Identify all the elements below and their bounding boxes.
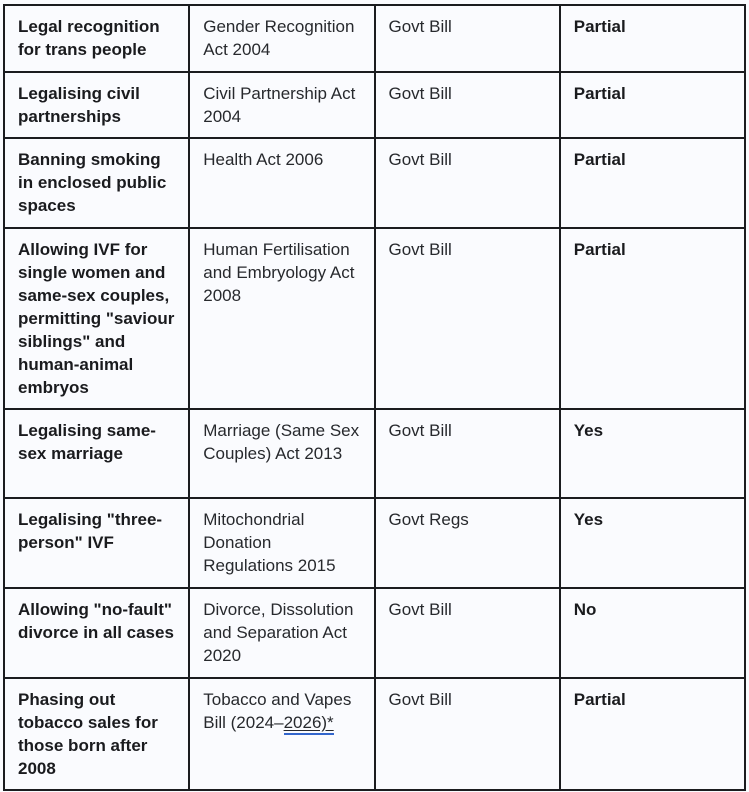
act-text: Tobacco and Vapes Bill (2024–: [203, 690, 352, 732]
act-cell: Tobacco and Vapes Bill (2024–2026)*: [188, 677, 376, 791]
issue-cell: Legalising civil partnerships: [2, 71, 191, 139]
issue-cell: Allowing IVF for single women and same-s…: [2, 227, 191, 410]
act-cell: Divorce, Dissolution and Separation Act …: [188, 587, 376, 679]
table-row: Legalising same-sex marriage Marriage (S…: [2, 408, 747, 499]
issue-cell: Legalising "three-person" IVF: [2, 497, 191, 589]
act-cell: Human Fertilisation and Embryology Act 2…: [188, 227, 376, 410]
bill-type-cell: Govt Bill: [373, 227, 561, 410]
status-cell: Yes: [558, 497, 747, 589]
issue-cell: Phasing out tobacco sales for those born…: [2, 677, 191, 791]
act-cell: Gender Recognition Act 2004: [188, 4, 376, 73]
issue-cell: Allowing "no-fault" divorce in all cases: [2, 587, 191, 679]
act-cell: Civil Partnership Act 2004: [188, 71, 376, 139]
table-row: Legalising "three-person" IVF Mitochondr…: [2, 497, 747, 589]
status-cell: Partial: [558, 137, 747, 229]
bill-type-cell: Govt Bill: [373, 677, 561, 791]
table-row: Phasing out tobacco sales for those born…: [2, 677, 747, 791]
table-row: Banning smoking in enclosed public space…: [2, 137, 747, 229]
bill-type-cell: Govt Bill: [373, 137, 561, 229]
table-row: Legal recognition for trans people Gende…: [2, 4, 747, 73]
table-row: Allowing "no-fault" divorce in all cases…: [2, 587, 747, 679]
bill-type-cell: Govt Bill: [373, 4, 561, 73]
status-cell: Partial: [558, 677, 747, 791]
bill-type-cell: Govt Regs: [373, 497, 561, 589]
bill-type-cell: Govt Bill: [373, 408, 561, 499]
table-row: Allowing IVF for single women and same-s…: [2, 227, 747, 410]
status-cell: No: [558, 587, 747, 679]
status-cell: Partial: [558, 4, 747, 73]
page: Legal recognition for trans people Gende…: [0, 4, 749, 792]
table-row: Legalising civil partnerships Civil Part…: [2, 71, 747, 139]
act-cell: Mitochondrial Donation Regulations 2015: [188, 497, 376, 589]
act-cell: Marriage (Same Sex Couples) Act 2013: [188, 408, 376, 499]
bill-type-cell: Govt Bill: [373, 587, 561, 679]
footnote-link[interactable]: 2026)*: [283, 713, 334, 735]
status-cell: Partial: [558, 227, 747, 410]
status-cell: Yes: [558, 408, 747, 499]
issue-cell: Legalising same-sex marriage: [2, 408, 191, 499]
act-cell: Health Act 2006: [188, 137, 376, 229]
issue-cell: Legal recognition for trans people: [2, 4, 191, 73]
legislation-table: Legal recognition for trans people Gende…: [2, 4, 747, 791]
bill-type-cell: Govt Bill: [373, 71, 561, 139]
issue-cell: Banning smoking in enclosed public space…: [2, 137, 191, 229]
status-cell: Partial: [558, 71, 747, 139]
